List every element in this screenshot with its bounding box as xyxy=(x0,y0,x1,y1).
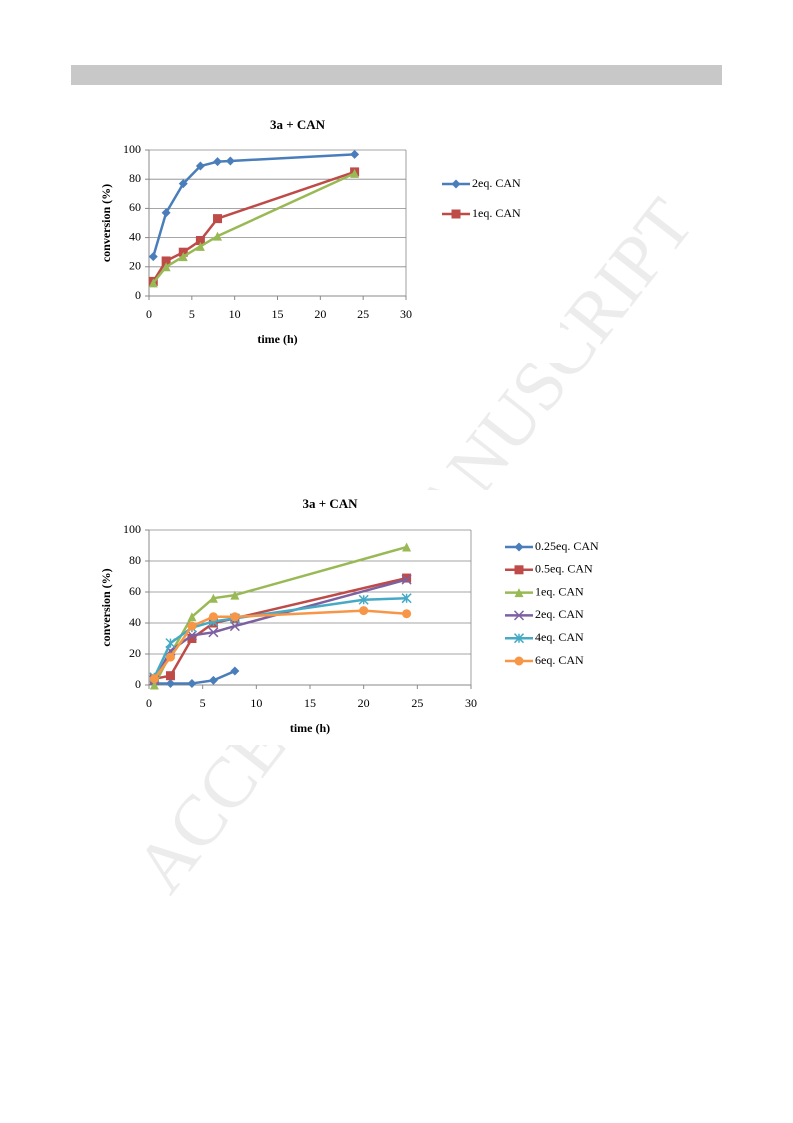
marker xyxy=(165,671,175,681)
marker xyxy=(161,208,171,218)
x-tick-label: 20 xyxy=(358,696,370,710)
marker xyxy=(165,652,175,662)
x-tick-label: 0 xyxy=(146,696,152,710)
x-tick-label: 20 xyxy=(314,307,326,321)
marker xyxy=(402,573,412,583)
legend-label: 0.5eq. CAN xyxy=(535,562,593,576)
y-tick-label: 20 xyxy=(129,259,141,273)
legend-label: 4eq. CAN xyxy=(535,630,584,644)
y-tick-label: 0 xyxy=(135,677,141,691)
y-tick-label: 40 xyxy=(129,615,141,629)
marker xyxy=(401,593,412,604)
chart-bg xyxy=(90,108,560,363)
marker xyxy=(161,256,171,266)
marker xyxy=(213,214,223,224)
marker xyxy=(402,542,412,552)
legend-marker xyxy=(514,588,524,598)
legend-label: 6eq. CAN xyxy=(535,653,584,667)
marker xyxy=(187,634,197,643)
chart-bg xyxy=(90,490,640,745)
y-tick-label: 20 xyxy=(129,646,141,660)
header-bar xyxy=(71,65,722,85)
y-axis-label: conversion (%) xyxy=(99,568,113,646)
marker xyxy=(230,612,240,622)
marker xyxy=(195,236,205,246)
marker xyxy=(208,675,218,685)
x-tick-label: 25 xyxy=(411,696,423,710)
legend-marker xyxy=(514,656,524,666)
marker xyxy=(225,156,235,166)
x-axis-label: time (h) xyxy=(257,332,297,346)
marker xyxy=(161,262,171,272)
marker xyxy=(178,179,188,189)
marker xyxy=(359,606,369,616)
y-tick-label: 60 xyxy=(129,584,141,598)
legend-marker xyxy=(514,542,524,552)
marker xyxy=(195,161,205,171)
marker xyxy=(213,157,223,167)
chart-title: 3a + CAN xyxy=(302,496,358,511)
legend-label: 1eq. CAN xyxy=(472,206,521,220)
marker xyxy=(148,252,158,262)
x-tick-label: 25 xyxy=(357,307,369,321)
x-tick-label: 15 xyxy=(272,307,284,321)
marker xyxy=(213,231,223,241)
y-tick-label: 80 xyxy=(129,553,141,567)
chart-title: 3a + CAN xyxy=(270,117,326,132)
marker xyxy=(149,680,159,690)
y-tick-label: 100 xyxy=(123,142,141,156)
marker xyxy=(402,609,412,619)
y-tick-label: 40 xyxy=(129,229,141,243)
x-tick-label: 10 xyxy=(229,307,241,321)
marker xyxy=(149,674,159,684)
x-tick-label: 5 xyxy=(200,696,206,710)
marker xyxy=(230,666,240,676)
legend-marker xyxy=(451,179,461,189)
marker xyxy=(187,612,197,622)
legend-label: 1eq. CAN xyxy=(535,584,584,598)
legend-marker xyxy=(451,209,461,219)
x-tick-label: 30 xyxy=(400,307,412,321)
legend-marker xyxy=(513,633,525,644)
legend-label: 0.25eq. CAN xyxy=(535,539,599,553)
marker xyxy=(208,612,218,622)
marker xyxy=(208,593,218,603)
x-tick-label: 5 xyxy=(189,307,195,321)
marker xyxy=(358,594,369,605)
y-tick-label: 100 xyxy=(123,522,141,536)
x-tick-label: 30 xyxy=(465,696,477,710)
legend-marker xyxy=(513,610,525,621)
x-axis-label: time (h) xyxy=(290,721,330,735)
y-tick-label: 60 xyxy=(129,200,141,214)
marker xyxy=(178,252,188,262)
marker xyxy=(195,241,205,251)
marker xyxy=(187,621,197,631)
y-tick-label: 80 xyxy=(129,171,141,185)
marker xyxy=(350,168,360,178)
marker xyxy=(350,149,360,159)
marker xyxy=(401,574,412,585)
marker xyxy=(165,638,176,649)
marker xyxy=(208,627,219,638)
x-tick-label: 10 xyxy=(250,696,262,710)
x-tick-label: 0 xyxy=(146,307,152,321)
legend-label: 2eq. CAN xyxy=(535,607,584,621)
legend-marker xyxy=(514,565,524,575)
marker xyxy=(230,590,240,600)
y-axis-label: conversion (%) xyxy=(99,184,113,262)
x-tick-label: 15 xyxy=(304,696,316,710)
marker xyxy=(187,678,197,688)
marker xyxy=(148,278,158,288)
marker xyxy=(165,678,175,688)
legend-label: 2eq. CAN xyxy=(472,176,521,190)
marker xyxy=(229,621,240,632)
y-tick-label: 0 xyxy=(135,288,141,302)
